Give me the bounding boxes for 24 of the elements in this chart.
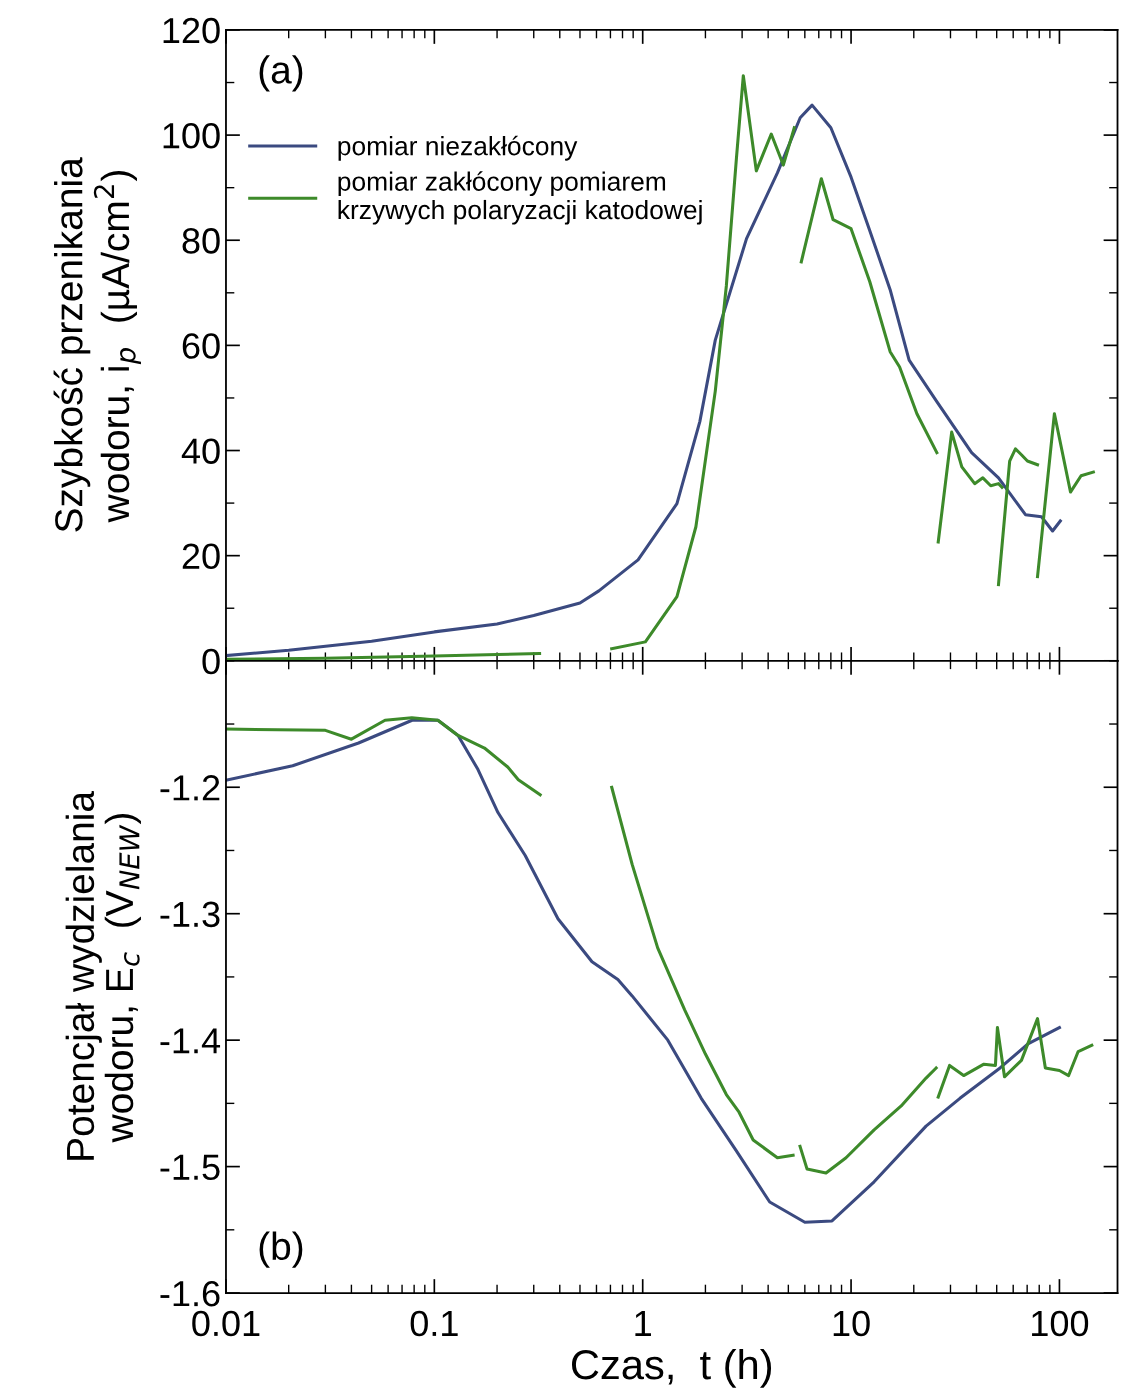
y-tick-label: 20 (182, 543, 220, 570)
y-tick-label: 80 (182, 228, 220, 254)
x-tick-label: 1 (635, 1311, 651, 1336)
y-axis-title: Szybkość przenikania wodoru, i$_{p}$ (µA/cm$^{2}$) (53, 157, 141, 532)
x-tick-label: 0.1 (410, 1310, 458, 1337)
x-axis-title: Czas, t (h) (572, 1348, 772, 1388)
y-tick-label: -1.5 (160, 1154, 220, 1181)
y-tick-label: 60 (182, 333, 220, 359)
annotation: (a) (259, 55, 303, 92)
y-tick-label: -1.6 (160, 1280, 220, 1307)
y-tick-label: -1.2 (160, 775, 220, 801)
y-tick-label: -1.4 (160, 1028, 221, 1054)
x-tick-label: 100 (1032, 1310, 1089, 1337)
legend-label: pomiar zakłócony pomiarem krzywych polaryzacji katodowej (338, 171, 702, 225)
legend-label: pomiar niezakłócony (338, 135, 578, 161)
y-tick-label: -1.3 (160, 901, 220, 928)
x-tick-label: 10 (833, 1310, 870, 1337)
annotation: (b) (259, 1231, 303, 1268)
y-tick-label: 0 (202, 648, 220, 675)
x-tick-label: 0.01 (192, 1310, 260, 1337)
y-tick-label: 40 (181, 438, 220, 464)
y-axis-title: Potencjał wydzielania wodoru, E$_{c}$ (V$_{NEW}$) (65, 791, 141, 1160)
y-tick-label: 100 (163, 122, 220, 149)
y-tick-label: 120 (163, 17, 220, 44)
